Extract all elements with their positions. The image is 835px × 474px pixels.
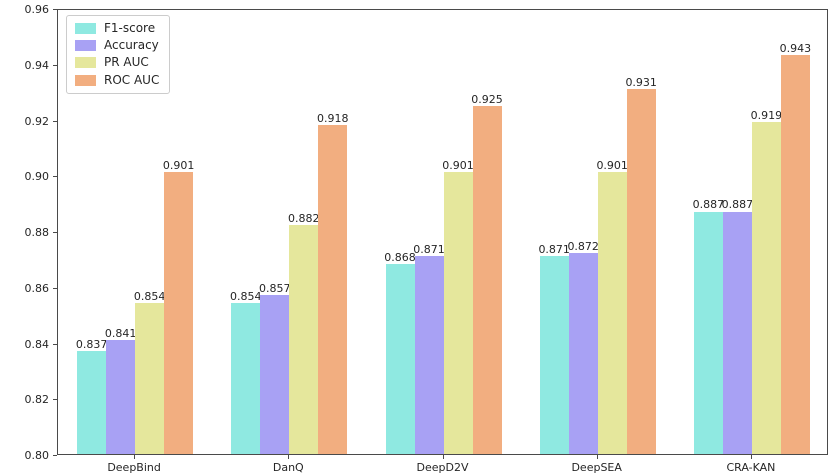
legend-entry-roc-auc: ROC AUC [75, 72, 160, 87]
bar-roc-auc-danq [318, 125, 348, 454]
bar-pr-auc-danq [289, 225, 319, 454]
bar-value-label: 0.871 [413, 243, 445, 257]
bar-accuracy-danq [260, 295, 290, 454]
y-axis-tick-label: 0.92 [24, 114, 50, 128]
bar-pr-auc-deepd2v [443, 172, 473, 454]
y-axis-tick-label: 0.90 [24, 170, 50, 184]
y-axis-tick-mark [53, 232, 57, 233]
pr-auc-swatch-icon [75, 57, 96, 69]
legend-label: ROC AUC [104, 72, 160, 87]
bar-value-label: 0.868 [384, 251, 416, 265]
bar-roc-auc-cra-kan [780, 55, 810, 454]
legend-entry-pr-auc: PR AUC [75, 56, 159, 69]
bar-accuracy-deepd2v [414, 256, 444, 454]
bar-value-label: 0.854 [133, 290, 166, 304]
bar-value-label: 0.887 [721, 198, 754, 212]
bar-f1-score-deepbind [77, 350, 107, 454]
bar-value-label: 0.854 [230, 290, 262, 304]
bar-value-label: 0.837 [75, 337, 108, 351]
legend: F1-score Accuracy PR AUC ROC AUC [66, 15, 171, 94]
bar-accuracy-cra-kan [722, 211, 752, 454]
bar-value-label: 0.841 [104, 326, 137, 340]
x-axis-category-label: DeepD2V [416, 461, 469, 474]
plot-area: 0.837 0.854 0.868 0.871 0.887 0.841 0.857 0.871… [57, 9, 828, 455]
bar-value-label: 0.857 [259, 282, 291, 296]
bar-value-label: 0.901 [596, 159, 628, 173]
bar-f1-score-danq [231, 303, 261, 454]
y-axis-tick-mark [53, 9, 57, 10]
accuracy-swatch-icon [75, 40, 96, 52]
bar-pr-auc-deepbind [135, 303, 165, 454]
bar-value-label: 0.887 [692, 198, 725, 212]
bar-f1-score-deepsea [539, 256, 569, 454]
legend-label: PR AUC [104, 55, 149, 70]
bar-value-label: 0.931 [625, 75, 657, 89]
bar-roc-auc-deepd2v [472, 105, 502, 454]
bar-accuracy-deepbind [106, 339, 136, 454]
bar-value-label: 0.871 [538, 243, 570, 257]
y-axis-tick-label: 0.80 [24, 449, 50, 462]
y-axis-tick-mark [53, 176, 57, 178]
bar-roc-auc-deepsea [626, 88, 656, 454]
x-axis-tick-mark [442, 455, 444, 459]
x-axis-category-label: DeepSEA [571, 461, 622, 474]
x-axis-category-label: CRA-KAN [726, 461, 776, 474]
y-axis-tick-label: 0.84 [24, 337, 50, 351]
bar-accuracy-deepsea [568, 253, 598, 454]
bar-value-label: 0.925 [471, 92, 503, 106]
y-axis-tick-label: 0.82 [24, 393, 50, 407]
y-axis-tick-mark [53, 399, 57, 401]
y-axis-tick-label: 0.86 [24, 281, 50, 295]
x-axis-category-label: DeepBind [107, 461, 161, 474]
bar-value-label: 0.918 [317, 112, 349, 126]
roc-auc-swatch-icon [75, 74, 96, 86]
legend-label: Accuracy [104, 38, 159, 53]
y-axis-tick-mark [53, 455, 57, 456]
y-axis-tick-mark [53, 64, 57, 66]
x-axis-tick-mark [134, 455, 136, 459]
bar-pr-auc-deepsea [597, 172, 627, 454]
bar-value-label: 0.901 [162, 159, 195, 173]
x-axis-tick-mark [288, 455, 290, 459]
f1-score-swatch-icon [75, 23, 96, 35]
x-axis-tick-mark [750, 455, 752, 459]
bar-f1-score-deepd2v [385, 264, 415, 454]
bar-value-label: 0.901 [442, 159, 474, 173]
x-axis-tick-mark [596, 455, 598, 459]
bar-roc-auc-deepbind [164, 172, 194, 454]
bar-value-label: 0.882 [288, 212, 320, 226]
x-axis-category-label: DanQ [272, 461, 304, 474]
legend-label: F1-score [104, 21, 156, 35]
bar-value-label: 0.943 [779, 42, 812, 56]
y-axis-tick-mark [53, 120, 57, 122]
bar-value-label: 0.919 [750, 109, 783, 123]
legend-entry-f1-score: F1-score [75, 21, 159, 35]
y-axis-tick-label: 0.88 [24, 226, 50, 239]
y-axis-tick-label: 0.94 [24, 58, 50, 72]
bar-value-label: 0.872 [567, 240, 599, 254]
bar-pr-auc-cra-kan [751, 122, 781, 454]
y-axis-tick-mark [53, 287, 57, 289]
y-axis-tick-label: 0.96 [24, 3, 50, 16]
legend-entry-accuracy: Accuracy [75, 38, 159, 53]
y-axis-tick-mark [53, 343, 57, 345]
bar-f1-score-cra-kan [693, 211, 723, 454]
